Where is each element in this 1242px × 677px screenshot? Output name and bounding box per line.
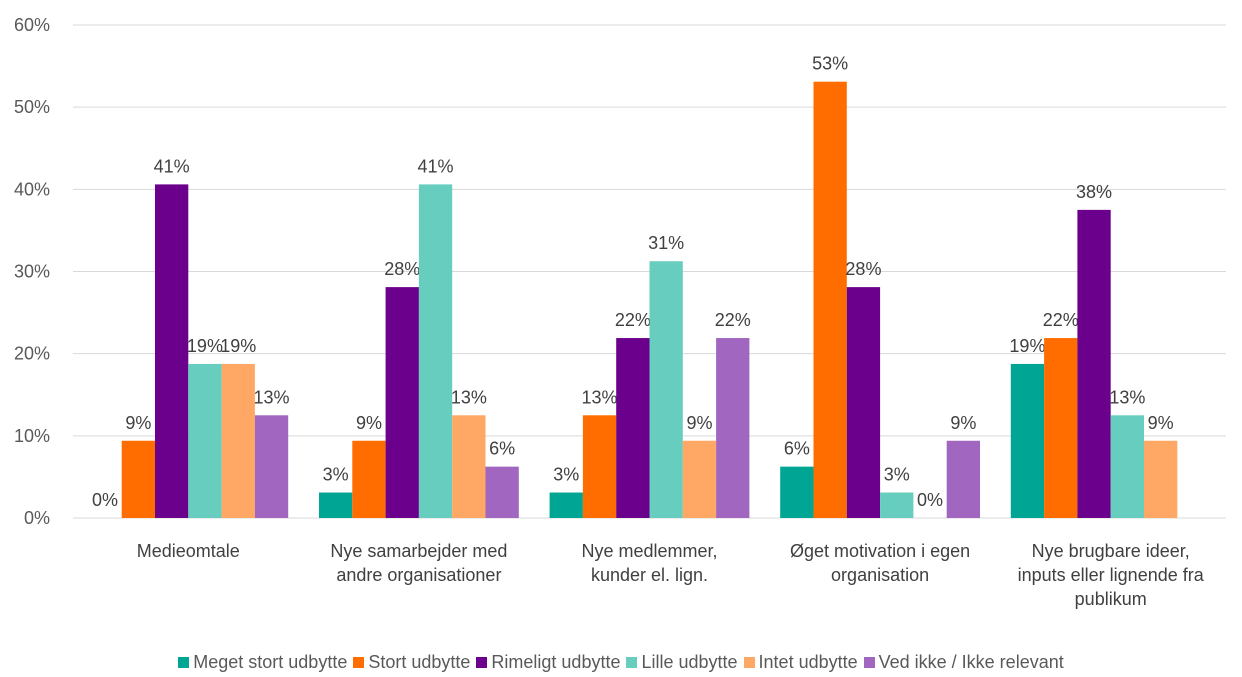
legend-label: Stort udbytte [368, 652, 471, 672]
x-category-label-line: Øget motivation i egen [790, 541, 970, 561]
legend-item: Stort udbytte [353, 652, 470, 673]
bar [418, 184, 453, 519]
legend-swatch [353, 657, 365, 668]
x-category-label-line: Nye medlemmer, [581, 541, 717, 561]
x-category-label: Nye samarbejder med andre organisationer [330, 541, 507, 585]
x-category-label: Nye brugbare ideer, inputs eller lignende… [1018, 541, 1205, 609]
bar [452, 415, 486, 518]
chart-legend: Meget stort udbytte Stort udbytte Rimeligt… [0, 652, 1242, 673]
bar [188, 363, 222, 518]
x-category-label: Nye medlemmer, kunder el. lign. [581, 541, 717, 585]
data-label: 28% [384, 259, 420, 279]
bar [155, 184, 189, 519]
legend-swatch [626, 657, 638, 668]
data-label: 9% [125, 413, 151, 433]
legend-label: Meget stort udbytte [193, 652, 348, 672]
bar [846, 287, 881, 518]
legend-swatch [178, 657, 190, 668]
legend-label: Rimeligt udbytte [491, 652, 621, 672]
legend-item: Intet udbytte [743, 652, 858, 673]
x-category-label-line: Nye samarbejder med [330, 541, 507, 561]
data-label: 19% [187, 336, 223, 356]
y-tick-label: 0% [24, 508, 50, 528]
data-label: 13% [254, 387, 290, 407]
bar [582, 415, 617, 518]
data-label: 6% [489, 439, 515, 459]
data-label: 3% [884, 465, 910, 485]
legend-swatch [863, 657, 875, 668]
data-label: 9% [1148, 413, 1174, 433]
data-label: 41% [418, 156, 454, 176]
bar [549, 492, 583, 518]
y-tick-label: 30% [14, 262, 50, 282]
y-tick-label: 50% [14, 97, 50, 117]
bar [121, 440, 155, 518]
x-category-label: Medieomtale [137, 541, 240, 561]
bar [780, 466, 814, 518]
data-label: 53% [812, 54, 848, 74]
bar [880, 492, 914, 518]
legend-swatch [743, 657, 755, 668]
bar [716, 338, 750, 518]
data-label: 9% [686, 413, 712, 433]
bar [352, 440, 386, 518]
data-label: 0% [92, 490, 118, 510]
bar [649, 261, 683, 518]
bar [1110, 415, 1144, 518]
data-label: 13% [1109, 387, 1145, 407]
bar-chart: 0%10%20%30%40%50%60%0%9%41%19%19%13%Medi… [14, 15, 1226, 609]
x-category-label-line: inputs eller lignende fra [1018, 565, 1205, 585]
data-label: 22% [715, 310, 751, 330]
bar [254, 415, 289, 518]
legend-swatch [476, 657, 488, 668]
bar [1010, 363, 1045, 518]
x-category-label-line: Medieomtale [137, 541, 240, 561]
bar [813, 81, 847, 518]
legend-label: Lille udbytte [641, 652, 738, 672]
data-label: 6% [784, 439, 810, 459]
bar [1144, 440, 1178, 518]
bar [485, 466, 519, 518]
bar [1044, 338, 1078, 518]
data-label: 13% [451, 387, 487, 407]
x-category-label-line: Nye brugbare ideer, [1032, 541, 1190, 561]
legend-item: Rimeligt udbytte [476, 652, 620, 673]
bar [1077, 209, 1111, 518]
x-category-label-line: kunder el. lign. [591, 565, 708, 585]
bar [385, 287, 419, 518]
data-label: 22% [615, 310, 651, 330]
x-category-label: Øget motivation i egen organisation [790, 541, 970, 585]
legend-label: Intet udbytte [758, 652, 858, 672]
data-label: 19% [1009, 336, 1045, 356]
legend-item: Lille udbytte [626, 652, 738, 673]
data-label: 41% [154, 156, 190, 176]
x-category-label-line: publikum [1075, 589, 1147, 609]
data-label: 28% [845, 259, 881, 279]
bar [682, 440, 717, 518]
data-label: 9% [356, 413, 382, 433]
y-tick-label: 20% [14, 344, 50, 364]
bar [616, 338, 650, 518]
x-category-label-line: organisation [831, 565, 929, 585]
y-tick-label: 10% [14, 426, 50, 446]
y-tick-label: 60% [14, 15, 50, 35]
legend-item: Ved ikke / Ikke relevant [863, 652, 1064, 673]
legend-item: Meget stort udbytte [178, 652, 347, 673]
x-category-label-line: andre organisationer [336, 565, 501, 585]
bar [221, 363, 255, 518]
data-label: 13% [582, 387, 618, 407]
bar [946, 440, 980, 518]
legend-label: Ved ikke / Ikke relevant [878, 652, 1064, 672]
data-label: 0% [917, 490, 943, 510]
data-label: 31% [648, 233, 684, 253]
bar [319, 492, 353, 518]
y-tick-label: 40% [14, 179, 50, 199]
data-label: 38% [1076, 182, 1112, 202]
data-label: 9% [950, 413, 976, 433]
data-label: 3% [553, 465, 579, 485]
data-label: 22% [1043, 310, 1079, 330]
data-label: 19% [220, 336, 256, 356]
data-label: 3% [323, 465, 349, 485]
